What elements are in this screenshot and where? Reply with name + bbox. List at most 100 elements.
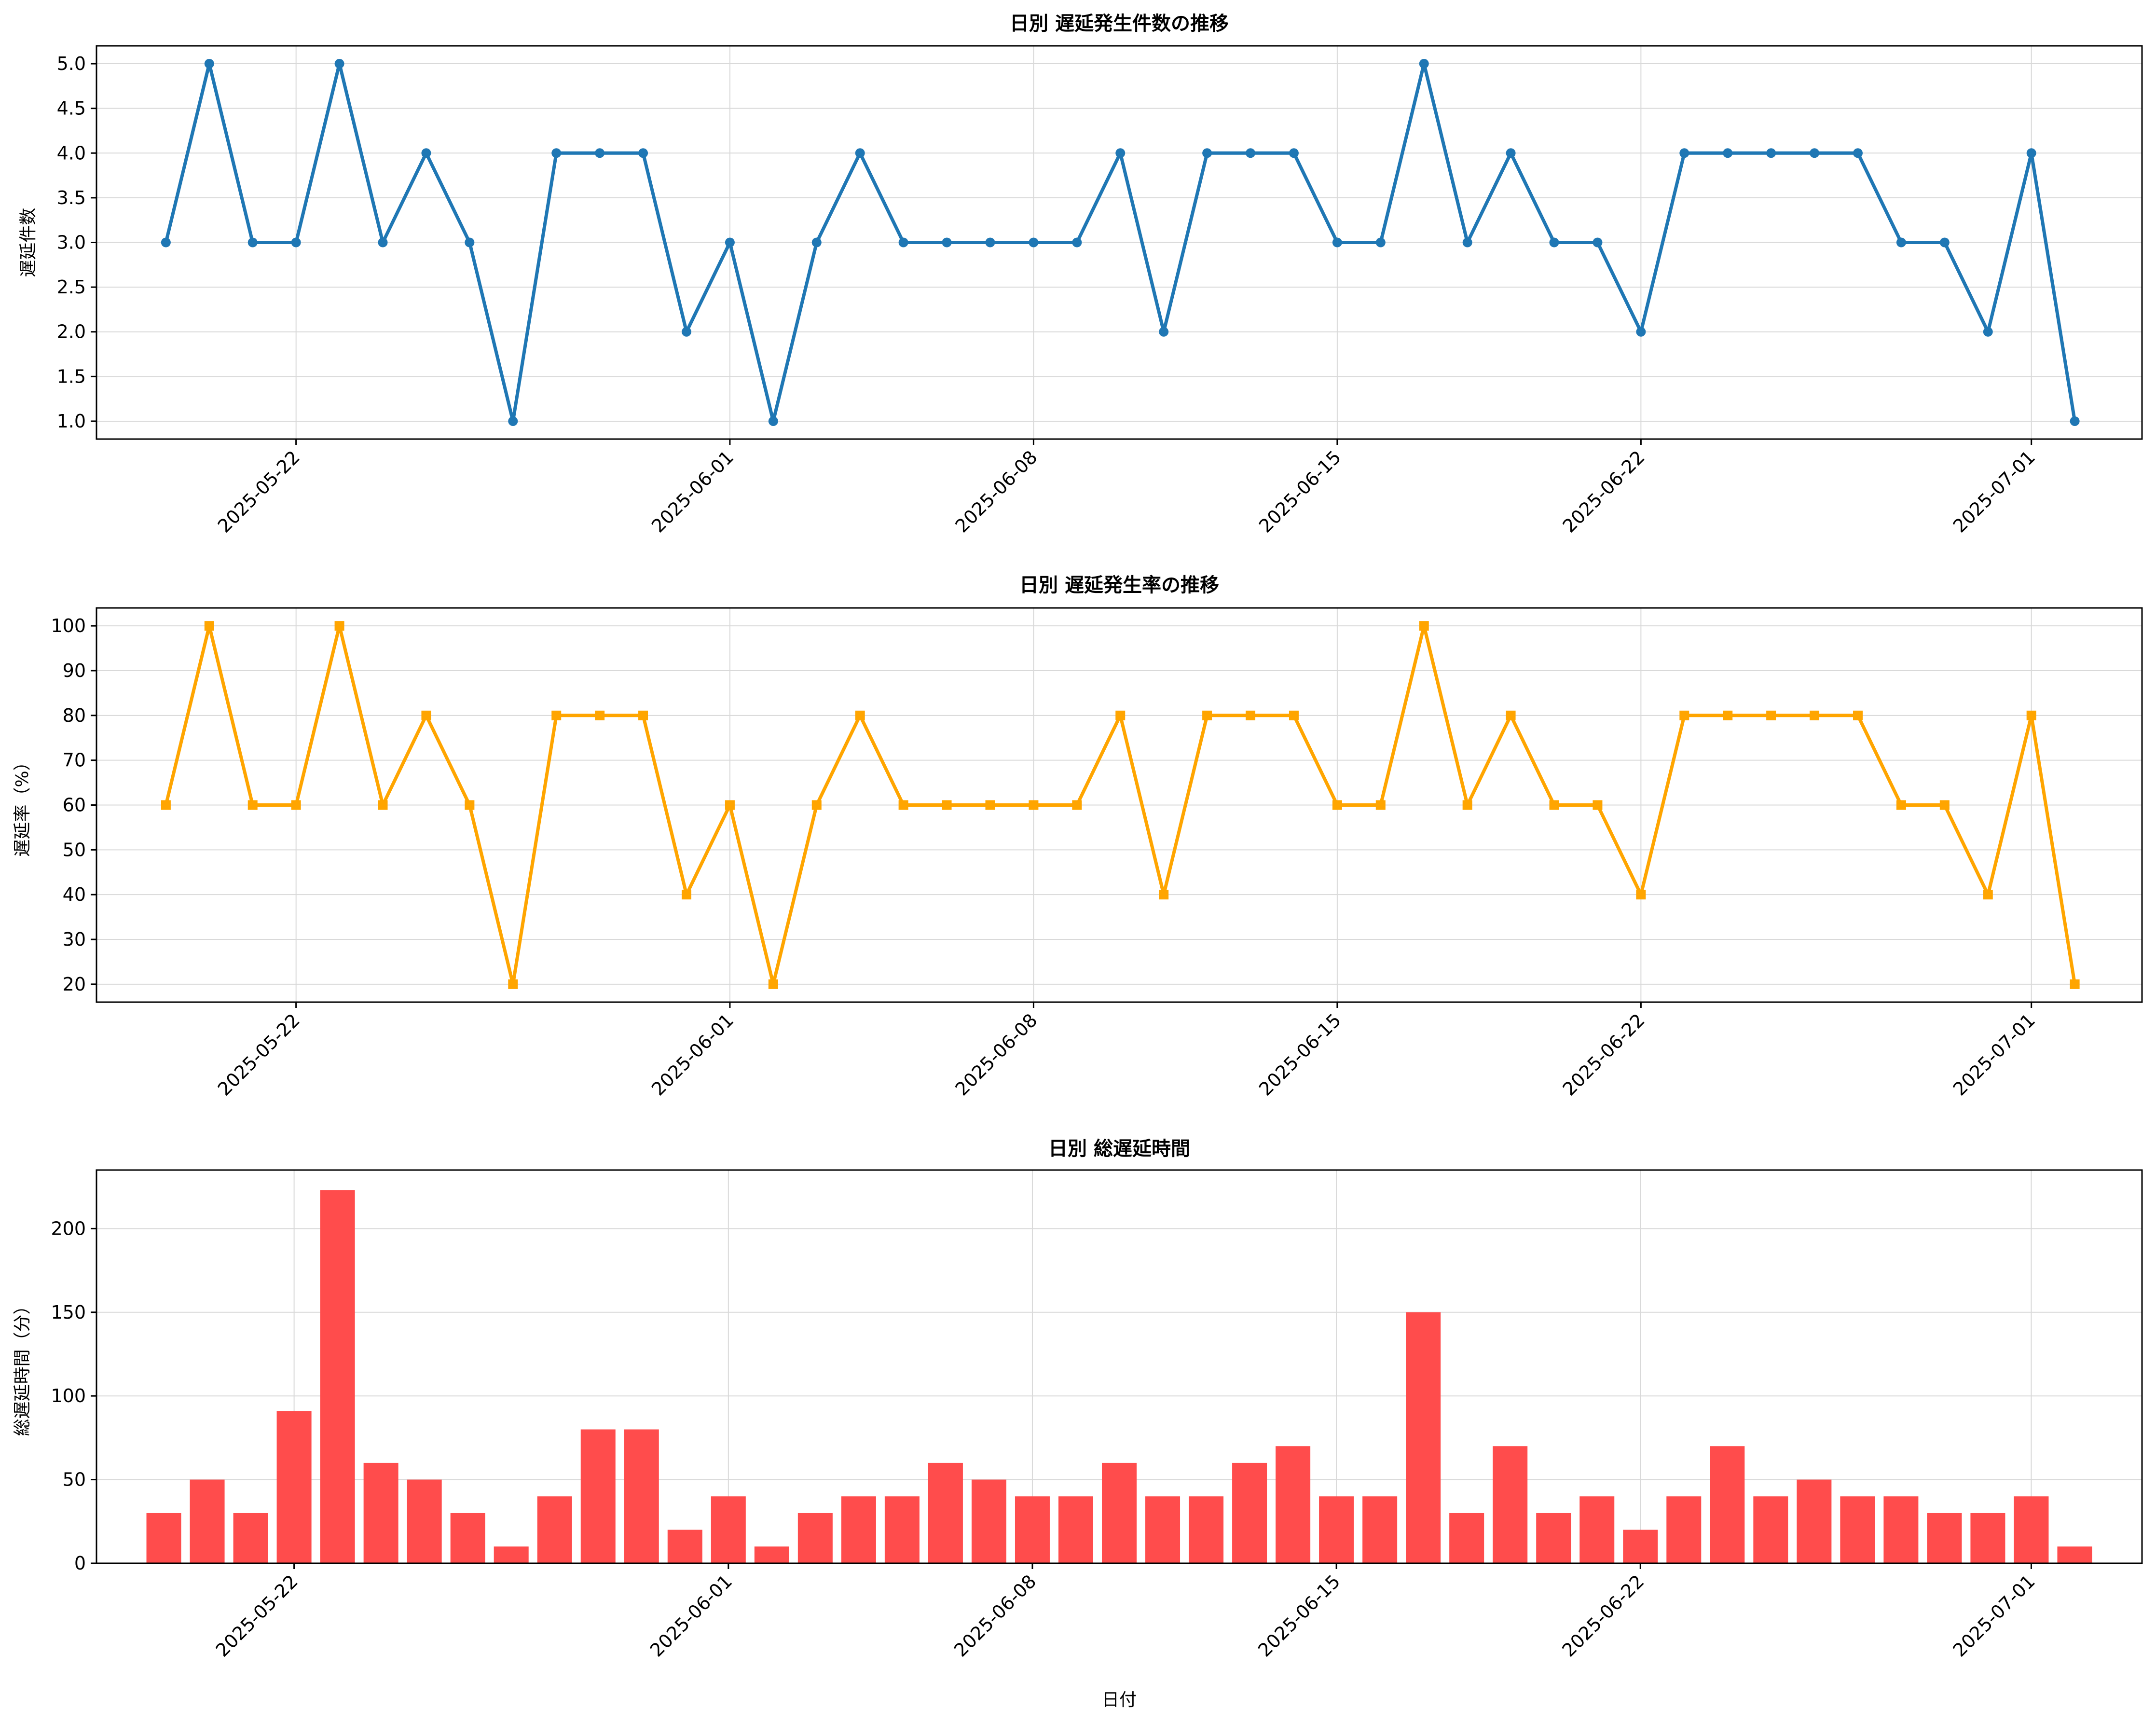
data-point [1419,621,1429,631]
y-tick-label: 40 [63,884,86,905]
data-point [942,237,952,248]
data-point [725,800,735,810]
bar [1145,1496,1181,1563]
data-point [1506,710,1516,720]
data-point [1549,237,1559,248]
y-tick-label: 4.0 [57,142,86,164]
bar [1883,1496,1919,1563]
bar [1101,1462,1137,1563]
data-point [985,800,995,810]
bar [580,1429,616,1563]
x-tick-label: 2025-06-01 [647,1009,738,1100]
data-point [421,710,431,720]
x-tick-label: 2025-05-22 [214,446,304,537]
y-tick-label: 1.5 [57,366,86,387]
data-point [291,237,301,248]
y-tick-label: 2.5 [57,276,86,298]
y-tick-label: 5.0 [57,53,86,74]
axes: 20 30 40 50 60 70 80 90 100 2025-05-22 2025-06-01 2… [51,607,2143,1100]
bar [1189,1496,1224,1563]
bar [711,1496,746,1563]
bar [1276,1446,1311,1563]
data-point [378,237,388,248]
data-point [1115,710,1126,720]
bar [320,1190,355,1563]
bar [841,1496,876,1563]
data-point [942,800,952,810]
bar [624,1429,659,1563]
data-point [334,621,344,631]
y-tick-label: 50 [63,1469,86,1490]
bar [754,1546,789,1563]
x-tick-label: 2025-06-01 [646,1570,736,1661]
data-point [1159,890,1169,900]
data-point [1375,800,1386,810]
data-point [291,800,301,810]
bar [276,1411,312,1563]
data-point [1636,327,1646,337]
x-tick-label: 2025-06-15 [1254,1570,1344,1661]
data-point [204,59,214,69]
bar [1493,1446,1528,1563]
data-point [161,237,171,248]
data-point [465,237,475,248]
chart-title: 日別 遅延発生率の推移 [1019,574,1219,596]
y-tick-label: 30 [63,929,86,950]
data-point [465,800,475,810]
bar [971,1479,1006,1563]
bar [1666,1496,1702,1563]
data-point [2070,979,2080,989]
y-tick-label: 3.0 [57,232,86,253]
data-point [1029,237,1039,248]
data-point [1202,148,1212,158]
bar [407,1479,442,1563]
bar [667,1529,702,1563]
y-tick-label: 2.0 [57,321,86,343]
bar [1753,1496,1788,1563]
data-point [1593,237,1603,248]
data-point [1983,890,1993,900]
x-tick-label: 2025-05-22 [212,1570,302,1661]
x-tick-label: 2025-07-01 [1949,446,2039,537]
y-tick-label: 70 [63,750,86,771]
grid [96,608,2142,1002]
data-point [204,621,214,631]
bar [797,1513,833,1563]
data-point [1246,148,1256,158]
chart-delay-rate: 日別 遅延発生率の推移 遅延率（%） 203040506070809010020… [13,574,2143,1100]
x-axis-label: 日付 [1102,1690,1137,1710]
bar [1449,1513,1484,1563]
data-point [1332,237,1342,248]
data-point [855,710,865,720]
bar [450,1513,485,1563]
data-point [1072,237,1082,248]
data-point [1723,148,1733,158]
data-point [1679,710,1689,720]
bar [146,1513,181,1563]
data-point [1896,800,1906,810]
x-tick-label: 2025-06-22 [1558,446,1648,537]
data-point [334,59,344,69]
bar [1970,1513,2005,1563]
data-point [2026,710,2036,720]
y-tick-label: 100 [51,1385,86,1406]
y-axis-label: 遅延件数 [18,207,38,277]
data-point [1332,800,1342,810]
plot-area [146,1190,2092,1563]
x-tick-label: 2025-06-15 [1255,446,1345,537]
chart-delay-count: 日別 遅延発生件数の推移 遅延件数 1.0 1.5 2.0 2.5 3.0 3.5 4.0 4… [18,13,2143,537]
data-point [1939,800,1950,810]
chart-title: 日別 遅延発生件数の推移 [1010,13,1229,35]
y-tick-label: 200 [51,1218,86,1239]
y-tick-label: 80 [63,705,86,726]
axes-frame [96,1169,2143,1564]
data-point [1810,710,1820,720]
y-tick-label: 50 [63,839,86,860]
data-point [1462,800,1472,810]
y-tick-label: 1.0 [57,411,86,432]
data-point [768,979,778,989]
data-point [725,237,735,248]
x-tick-label: 2025-07-01 [1949,1570,2039,1661]
x-tick-label: 2025-06-22 [1558,1009,1648,1100]
